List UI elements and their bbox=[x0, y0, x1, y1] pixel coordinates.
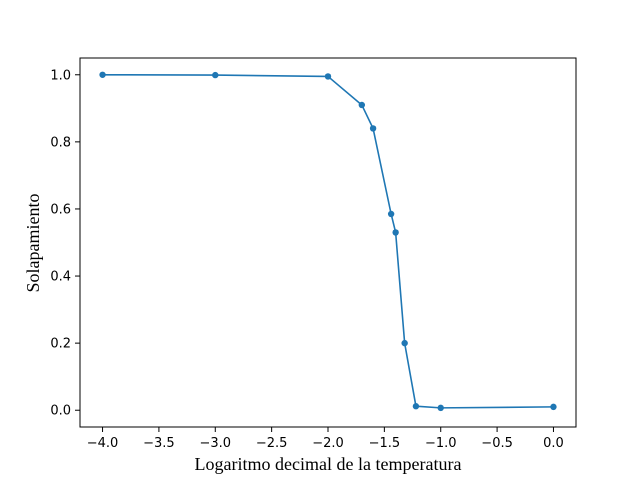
y-tick-label: 0.8 bbox=[50, 135, 71, 150]
y-tick-label: 0.0 bbox=[50, 404, 71, 419]
data-point bbox=[212, 71, 219, 79]
x-tick-label: −0.5 bbox=[481, 436, 513, 451]
y-tick-label: 0.6 bbox=[50, 202, 71, 217]
x-axis-ticks: −4.0 −3.5 −3.0 −2.5 −2.0 −1.5 −1.0 −0.5 0.0 bbox=[87, 427, 564, 451]
data-point bbox=[358, 101, 366, 109]
y-tick-label: 0.4 bbox=[50, 270, 71, 285]
x-tick-label: 0.0 bbox=[543, 436, 564, 451]
data-point bbox=[550, 403, 557, 411]
x-tick-label: −3.0 bbox=[199, 436, 231, 451]
data-point bbox=[412, 403, 420, 410]
x-tick-label: −1.5 bbox=[369, 436, 401, 451]
y-tick-label: 0.2 bbox=[50, 337, 71, 352]
x-axis-title: Logaritmo decimal de la temperatura bbox=[195, 454, 462, 474]
y-tick-label: 1.0 bbox=[50, 68, 71, 83]
data-point bbox=[99, 71, 106, 78]
plot-frame bbox=[79, 57, 577, 428]
y-axis-title: Solapamiento bbox=[23, 194, 43, 293]
x-tick-label: −3.5 bbox=[143, 436, 175, 451]
x-tick-label: −4.0 bbox=[87, 436, 119, 451]
plot-series bbox=[99, 71, 557, 412]
data-point bbox=[401, 339, 408, 347]
y-axis-ticks: 0.0 0.2 0.4 0.6 0.8 1.0 bbox=[50, 68, 80, 419]
data-point bbox=[324, 73, 332, 80]
series-line bbox=[102, 73, 554, 409]
data-point bbox=[387, 210, 395, 218]
data-point bbox=[437, 404, 444, 412]
data-point bbox=[392, 229, 399, 236]
x-tick-label: −2.5 bbox=[256, 436, 288, 451]
data-point bbox=[369, 125, 377, 132]
x-tick-label: −1.0 bbox=[425, 436, 457, 451]
x-tick-label: −2.0 bbox=[312, 436, 344, 451]
